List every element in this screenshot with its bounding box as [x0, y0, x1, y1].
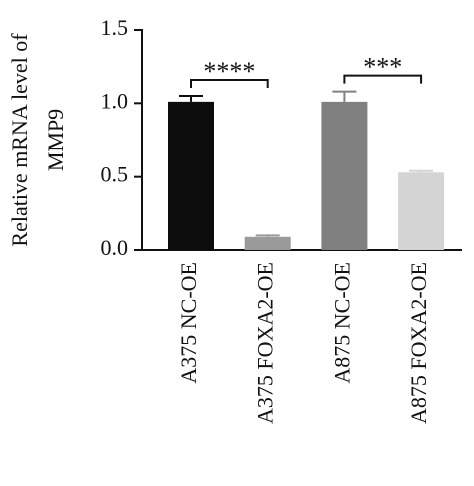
y-tick-label: 0.0 — [101, 235, 129, 260]
x-tick-label: A875 NC-OE — [329, 262, 354, 384]
bar — [168, 101, 214, 250]
x-tick-label: A375 FOXA2-OE — [253, 262, 278, 424]
y-axis-label: MMP9 — [43, 109, 68, 171]
y-tick-label: 1.0 — [101, 88, 129, 113]
y-tick-label: 0.5 — [101, 162, 129, 187]
significance-bracket — [343, 74, 423, 84]
bar — [321, 101, 368, 250]
bar — [398, 172, 445, 250]
significance-bracket — [190, 79, 269, 88]
y-tick-label: 1.5 — [101, 15, 129, 40]
x-tick-label: A375 NC-OE — [176, 262, 201, 384]
y-axis-label: Relative mRNA level of — [7, 33, 32, 247]
bar — [244, 236, 291, 250]
x-tick-label: A875 FOXA2-OE — [406, 262, 431, 424]
significance-label: **** — [203, 57, 255, 86]
significance-label: *** — [363, 53, 402, 82]
